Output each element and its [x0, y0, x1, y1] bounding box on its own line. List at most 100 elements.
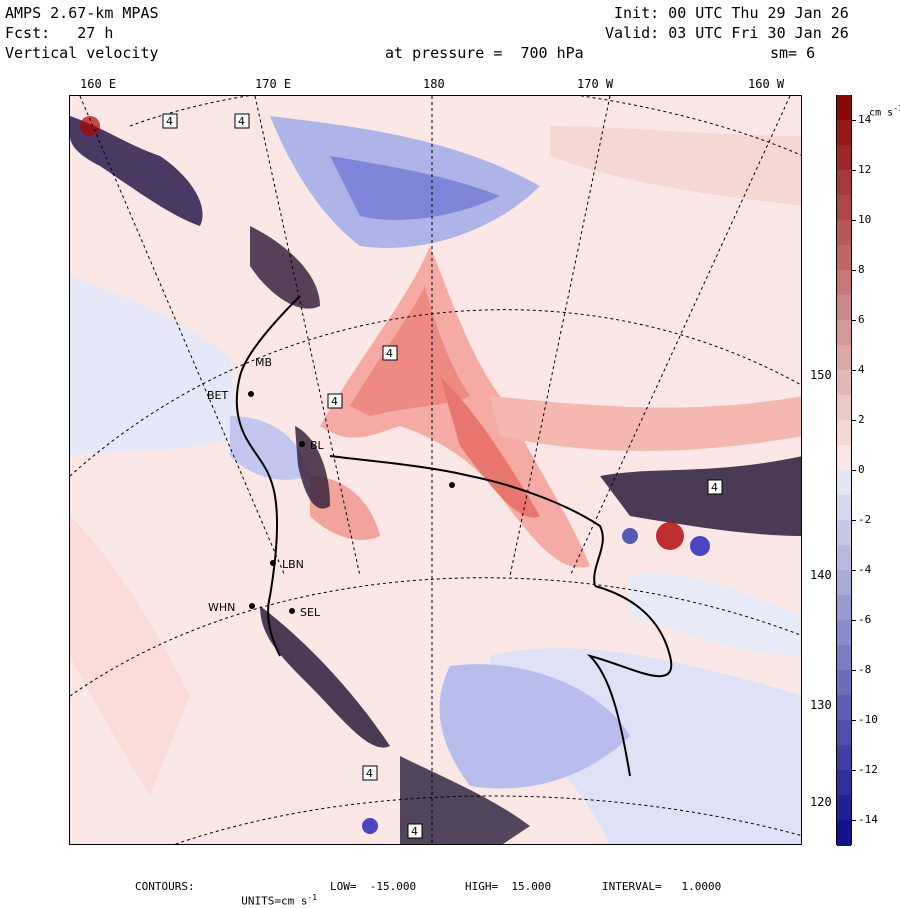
smoothing-label: sm= 6 [770, 44, 816, 62]
colorbar-bin [837, 120, 851, 146]
colorbar-tick-label: 2 [858, 413, 865, 426]
strong-ascent-cell [656, 522, 684, 550]
lon-label-170e: 170 E [255, 77, 292, 91]
parallel [174, 795, 801, 844]
weak-descent-region [630, 574, 801, 656]
colorbar-bin [837, 345, 851, 371]
footer-high: HIGH= 15.000 [465, 880, 552, 893]
station-label: LBN [282, 558, 304, 571]
colorbar-bin [837, 470, 851, 496]
colorbar [836, 95, 852, 846]
footer-low: LOW= -15.000 [330, 880, 417, 893]
mountain-contours-east [600, 456, 801, 536]
footer-contours: CONTOURS: [135, 880, 195, 893]
contour-label-box [362, 765, 378, 781]
contour-label: 4 [166, 115, 173, 128]
lon-label-160e: 160 E [80, 77, 117, 91]
colorbar-tick-label: -4 [858, 563, 872, 576]
colorbar-bin [837, 570, 851, 596]
colorbar-bin [837, 520, 851, 546]
meridian-160w [569, 96, 791, 577]
ascent-core [440, 376, 540, 518]
colorbar-bin [837, 670, 851, 696]
colorbar-bin [837, 495, 851, 521]
contour-label-box [382, 345, 398, 361]
mountain-contours-nw [70, 116, 203, 226]
colorbar-bin [837, 695, 851, 721]
contour-label: 4 [331, 395, 338, 408]
descent-region-west [230, 416, 310, 480]
colorbar-tick [852, 120, 856, 121]
colorbar-bin [837, 295, 851, 321]
colorbar-tick-label: 8 [858, 263, 865, 276]
station-marker [449, 482, 455, 488]
colorbar-tick [852, 420, 856, 421]
colorbar-bin [837, 170, 851, 196]
colorbar-tick [852, 520, 856, 521]
model-title: AMPS 2.67-km MPAS [5, 4, 159, 22]
footer-units: UNITS=cm s-1 [241, 893, 318, 908]
strong-descent-cell [622, 528, 638, 544]
footer-interval: INTERVAL= 1.0000 [602, 880, 722, 893]
colorbar-tick [852, 170, 856, 171]
colorbar-bin [837, 320, 851, 346]
colorbar-bin [837, 445, 851, 471]
contour-label-box [407, 823, 423, 839]
contour-label: 4 [386, 347, 393, 360]
colorbar-units: cm s-1 [869, 104, 900, 119]
parallel [70, 309, 801, 477]
ascent-region-ne [550, 126, 801, 206]
colorbar-tick [852, 270, 856, 271]
ascent-band-east [490, 396, 801, 451]
colorbar-bin [837, 95, 851, 121]
colorbar-tick [852, 370, 856, 371]
colorbar-bin [837, 545, 851, 571]
colorbar-tick-label: -12 [858, 763, 878, 776]
colorbar-bin [837, 770, 851, 796]
parallel [70, 577, 801, 697]
colorbar-tick [852, 820, 856, 821]
meridian-170e [254, 96, 361, 577]
colorbar-bin [837, 245, 851, 271]
contour-labels: 4 4 4 4 4 4 4 [162, 113, 723, 839]
init-time: Init: 00 UTC Thu 29 Jan 26 [614, 4, 849, 22]
map-svg: BET BL LBN WHN SEL MB 4 4 4 4 4 4 4 [70, 96, 801, 844]
colorbar-bin [837, 620, 851, 646]
parallel [129, 96, 801, 156]
colorbar-tick-label: -2 [858, 513, 872, 526]
colorbar-bin [837, 820, 851, 846]
station-label: SEL [300, 606, 321, 619]
lon-label-160w: 160 W [748, 77, 785, 91]
ascent-core [350, 286, 470, 416]
colorbar-bin [837, 145, 851, 171]
valid-time: Valid: 03 UTC Fri 30 Jan 26 [605, 24, 849, 42]
station-marker [289, 608, 295, 614]
station-label: MB [255, 356, 272, 369]
contour-label-box [234, 113, 250, 129]
lon-label-170w: 170 W [577, 77, 614, 91]
colorbar-bin [837, 795, 851, 821]
weak-ascent-region [70, 516, 190, 796]
lon-label-180: 180 [423, 77, 445, 91]
colorbar-tick [852, 320, 856, 321]
colorbar-bin [837, 745, 851, 771]
station-label: BET [207, 389, 228, 402]
descent-region-south [439, 664, 630, 789]
colorbar-tick-label: 10 [858, 213, 872, 226]
station-marker [270, 560, 276, 566]
pressure-level: at pressure = 700 hPa [385, 44, 584, 62]
colorbar-bin [837, 195, 851, 221]
weak-descent-region [70, 276, 240, 456]
graticule [70, 96, 801, 844]
station-label: BL [310, 439, 325, 452]
colorbar-tick [852, 220, 856, 221]
station-marker [249, 603, 255, 609]
colorbar-tick-label: 14 [858, 113, 872, 126]
colorbar-bin [837, 645, 851, 671]
descent-core-north [330, 156, 500, 220]
station-marker [299, 441, 305, 447]
contour-label: 4 [238, 115, 245, 128]
colorbar-tick-label: 4 [858, 363, 865, 376]
strong-descent-cell [362, 818, 378, 834]
colorbar-bin [837, 370, 851, 396]
